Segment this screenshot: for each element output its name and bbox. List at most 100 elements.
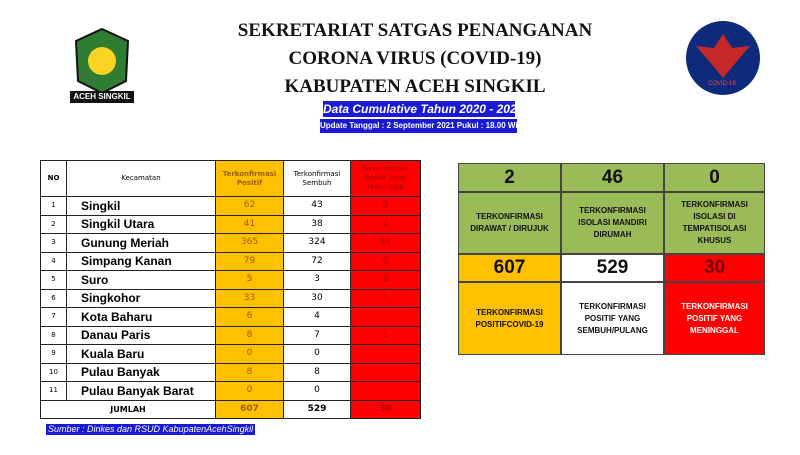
row-no: 5 <box>40 270 67 290</box>
table-row: 7 Kota Baharu 6 4 <box>40 307 421 327</box>
table-row: 9 Kuala Baru 0 0 <box>40 344 421 364</box>
row-no: 1 <box>40 196 67 216</box>
row-meninggal <box>350 344 421 364</box>
table-row: 10 Pulau Banyak 8 8 <box>40 362 421 382</box>
row-kecamatan: Kota Baharu <box>66 307 216 327</box>
district-table: NO Kecamatan Terkonfirmasi Positif Terko… <box>40 160 421 419</box>
summary-label: TERKONFIRMASI ISOLASI MANDIRI DIRUMAH <box>561 192 664 254</box>
row-kecamatan: Simpang Kanan <box>66 251 216 271</box>
summary-label: TERKONFIRMASI POSITIF YANG MENINGGAL <box>664 282 765 355</box>
row-sembuh: 30 <box>283 288 351 308</box>
row-positif: 41 <box>215 214 284 234</box>
total-label: JUMLAH <box>40 399 216 419</box>
summary-label: TERKONFIRMASI POSITIFCOVID-19 <box>458 282 561 355</box>
total-row: JUMLAH 607 529 30 <box>40 399 421 419</box>
summary-label: TERKONFIRMASI DIRAWAT / DIRUJUK <box>458 192 561 254</box>
row-meninggal <box>350 381 421 401</box>
row-no: 9 <box>40 344 67 364</box>
table-row: 8 Danau Paris 8 7 1 <box>40 325 421 345</box>
row-sembuh: 8 <box>283 362 351 382</box>
row-meninggal <box>350 307 421 327</box>
summary-value: 46 <box>561 163 664 192</box>
row-positif: 8 <box>215 325 284 345</box>
row-positif: 8 <box>215 362 284 382</box>
summary-label: TERKONFIRMASI ISOLASI DI TEMPATISOLASI K… <box>664 192 765 254</box>
summary-panel: 2 46 0 TERKONFIRMASI DIRAWAT / DIRUJUK TERKO… <box>458 163 765 355</box>
row-positif: 365 <box>215 233 284 253</box>
table-row: 6 Singkohor 33 30 1 <box>40 288 421 308</box>
row-meninggal <box>350 362 421 382</box>
row-kecamatan: Pulau Banyak <box>66 362 216 382</box>
header-positif: Terkonfirmasi Positif <box>215 160 284 197</box>
row-meninggal: 1 <box>350 288 421 308</box>
row-no: 7 <box>40 307 67 327</box>
row-sembuh: 43 <box>283 196 351 216</box>
row-meninggal: 13 <box>350 233 421 253</box>
row-meninggal: 2 <box>350 214 421 234</box>
row-kecamatan: Suro <box>66 270 216 290</box>
row-sembuh: 7 <box>283 325 351 345</box>
row-no: 11 <box>40 381 67 401</box>
row-sembuh: 0 <box>283 381 351 401</box>
data-period-banner: Data Cumulative Tahun 2020 - 2021 <box>323 101 524 117</box>
table-row: 11 Pulau Banyak Barat 0 0 <box>40 381 421 401</box>
total-positif: 607 <box>215 399 284 419</box>
row-sembuh: 324 <box>283 233 351 253</box>
row-positif: 0 <box>215 344 284 364</box>
source-note: Sumber : Dinkes dan RSUD KabupatenAcehSi… <box>46 424 256 435</box>
table-row: 1 Singkil 62 43 5 <box>40 196 421 216</box>
row-positif: 5 <box>215 270 284 290</box>
summary-value: 607 <box>458 254 561 282</box>
summary-label: TERKONFIRMASI POSITIF YANG SEMBUH/PULANG <box>561 282 664 355</box>
row-sembuh: 38 <box>283 214 351 234</box>
row-positif: 33 <box>215 288 284 308</box>
row-sembuh: 3 <box>283 270 351 290</box>
table-row: 3 Gunung Meriah 365 324 13 <box>40 233 421 253</box>
row-no: 2 <box>40 214 67 234</box>
row-no: 10 <box>40 362 67 382</box>
row-meninggal: 2 <box>350 270 421 290</box>
summary-value: 2 <box>458 163 561 192</box>
row-no: 3 <box>40 233 67 253</box>
header-sembuh: Terkonfirmasi Sembuh <box>283 160 351 197</box>
row-positif: 62 <box>215 196 284 216</box>
aceh-singkil-logo: ACEH SINGKIL <box>68 25 136 105</box>
title-line-3: KABUPATEN ACEH SINGKIL <box>284 76 546 97</box>
total-sembuh: 529 <box>283 399 351 419</box>
update-banner: Update Tanggal : 2 September 2021 Pukul … <box>320 119 523 133</box>
row-kecamatan: Singkohor <box>66 288 216 308</box>
row-kecamatan: Singkil Utara <box>66 214 216 234</box>
row-kecamatan: Gunung Meriah <box>66 233 216 253</box>
row-kecamatan: Kuala Baru <box>66 344 216 364</box>
row-sembuh: 72 <box>283 251 351 271</box>
row-kecamatan: Singkil <box>66 196 216 216</box>
row-meninggal: 5 <box>350 196 421 216</box>
summary-value: 529 <box>561 254 664 282</box>
title-line-1: SEKRETARIAT SATGAS PENANGANAN <box>237 20 593 41</box>
summary-value: 30 <box>664 254 765 282</box>
row-meninggal: 6 <box>350 251 421 271</box>
row-sembuh: 0 <box>283 344 351 364</box>
total-meninggal: 30 <box>350 399 421 419</box>
row-positif: 0 <box>215 381 284 401</box>
logo-text: COVID-19 <box>708 81 736 87</box>
row-no: 4 <box>40 251 67 271</box>
header-meninggal: Terkonfirmasi Positif yang Meninggal <box>350 160 421 197</box>
summary-value: 0 <box>664 163 765 192</box>
row-kecamatan: Danau Paris <box>66 325 216 345</box>
row-positif: 79 <box>215 251 284 271</box>
satgas-covid-logo: COVID-19 <box>680 20 766 96</box>
row-meninggal: 1 <box>350 325 421 345</box>
row-no: 8 <box>40 325 67 345</box>
table-row: 2 Singkil Utara 41 38 2 <box>40 214 421 234</box>
row-positif: 6 <box>215 307 284 327</box>
table-row: 5 Suro 5 3 2 <box>40 270 421 290</box>
row-sembuh: 4 <box>283 307 351 327</box>
header-no: NO <box>40 160 67 197</box>
logo-text: ACEH SINGKIL <box>73 92 131 101</box>
title-line-2: CORONA VIRUS (COVID-19) <box>288 48 542 69</box>
row-no: 6 <box>40 288 67 308</box>
table-row: 4 Simpang Kanan 79 72 6 <box>40 251 421 271</box>
header-kecamatan: Kecamatan <box>66 160 216 197</box>
district-table-section: NO Kecamatan Terkonfirmasi Positif Terko… <box>40 160 421 437</box>
